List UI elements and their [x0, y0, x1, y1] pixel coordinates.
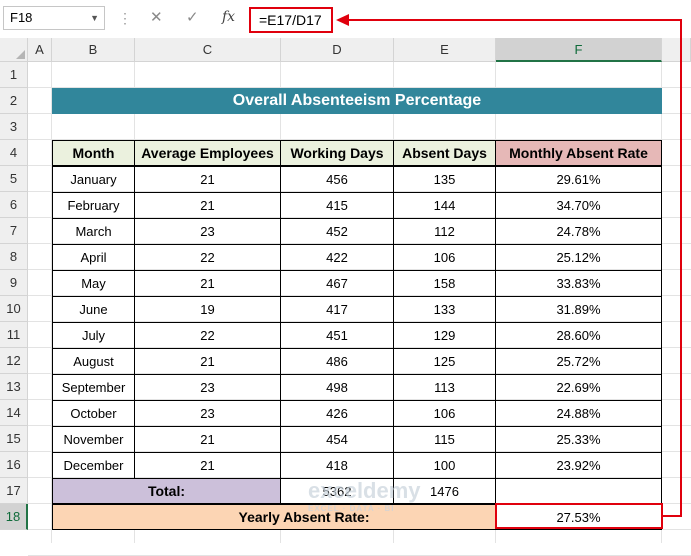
header-absent-days[interactable]: Absent Days: [393, 140, 496, 166]
name-box[interactable]: F18 ▼: [3, 6, 105, 30]
header-monthly-absent-rate[interactable]: Monthly Absent Rate: [495, 140, 662, 166]
row-header-17[interactable]: 17: [0, 478, 28, 504]
cancel-icon[interactable]: ✕: [150, 9, 163, 26]
row-header-9[interactable]: 9: [0, 270, 28, 296]
header-working-days[interactable]: Working Days: [280, 140, 394, 166]
row-header-3[interactable]: 3: [0, 114, 28, 140]
row-header-2[interactable]: 2: [0, 88, 28, 114]
column-header-f[interactable]: F: [496, 38, 662, 62]
row-header-15[interactable]: 15: [0, 426, 28, 452]
row-header-11[interactable]: 11: [0, 322, 28, 348]
dropdown-caret-icon[interactable]: ▼: [90, 13, 99, 23]
row-header-13[interactable]: 13: [0, 374, 28, 400]
column-header-a[interactable]: A: [28, 38, 52, 62]
row-header-16[interactable]: 16: [0, 452, 28, 478]
exceldemy-watermark: exceldemy EXCEL · DATA · BI: [308, 478, 421, 513]
row-header-10[interactable]: 10: [0, 296, 28, 322]
column-header-c[interactable]: C: [135, 38, 281, 62]
annotation-arrow: [336, 14, 682, 517]
row-header-6[interactable]: 6: [0, 192, 28, 218]
yearly-absent-rate-label[interactable]: Yearly Absent Rate:: [52, 504, 496, 530]
column-header-overflow[interactable]: [662, 38, 691, 62]
selected-cell-highlight: [495, 503, 663, 529]
enter-check-icon[interactable]: ✓: [186, 9, 199, 26]
row-header-5[interactable]: 5: [0, 166, 28, 192]
row-header-14[interactable]: 14: [0, 400, 28, 426]
more-options-icon[interactable]: ⋮: [118, 10, 132, 26]
insert-function-icon[interactable]: fx: [222, 9, 236, 25]
row-header-1[interactable]: 1: [0, 62, 28, 88]
header-month[interactable]: Month: [52, 140, 135, 166]
formula-input[interactable]: =E17/D17: [249, 7, 333, 33]
column-header-d[interactable]: D: [281, 38, 394, 62]
row-header-8[interactable]: 8: [0, 244, 28, 270]
name-box-value: F18: [10, 10, 33, 25]
row-header-7[interactable]: 7: [0, 218, 28, 244]
sheet-title: Overall Absenteeism Percentage: [52, 88, 662, 114]
row-header-12[interactable]: 12: [0, 348, 28, 374]
header-average-employees[interactable]: Average Employees: [134, 140, 281, 166]
select-all-corner[interactable]: [0, 38, 28, 62]
row-header-4[interactable]: 4: [0, 140, 28, 166]
column-header-b[interactable]: B: [52, 38, 135, 62]
row-header-18[interactable]: 18: [0, 504, 28, 530]
column-header-e[interactable]: E: [394, 38, 496, 62]
